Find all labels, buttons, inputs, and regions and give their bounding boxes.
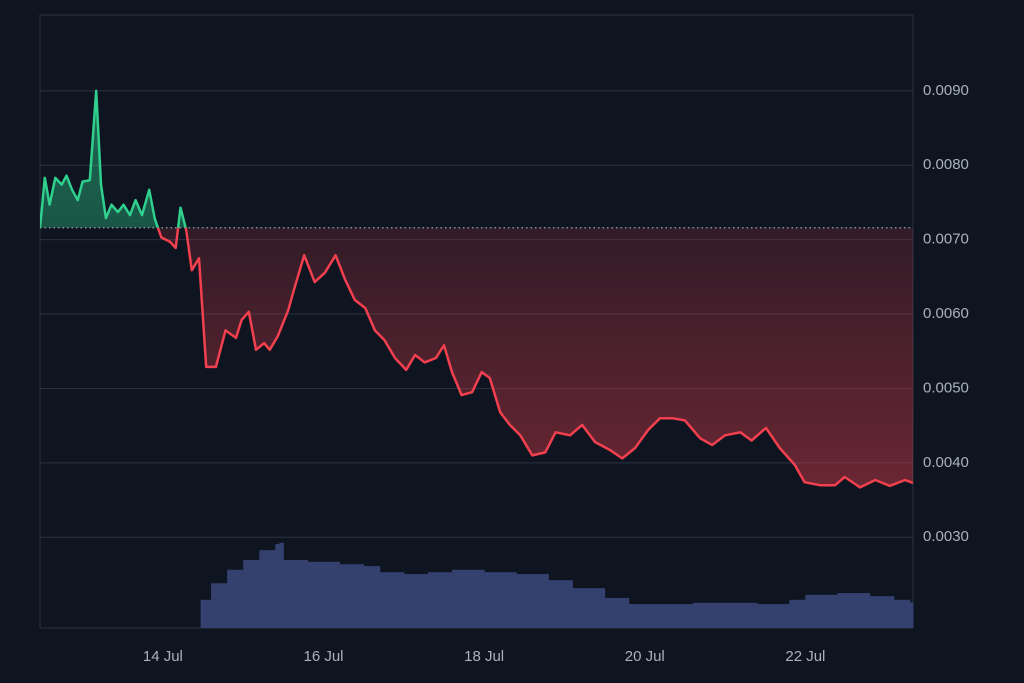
x-tick-label: 20 Jul — [625, 648, 665, 665]
volume-bar — [516, 574, 549, 628]
volume-bar — [279, 542, 284, 628]
volume-bar — [452, 569, 485, 628]
y-tick-label: 0.0090 — [923, 82, 969, 99]
x-tick-label: 22 Jul — [785, 648, 825, 665]
volume-bar — [725, 602, 758, 628]
y-tick-label: 0.0070 — [923, 231, 969, 248]
y-tick-label: 0.0060 — [923, 305, 969, 322]
area-down — [40, 227, 913, 488]
volume-bar — [283, 559, 308, 628]
volume-bar — [805, 594, 839, 628]
volume-bar — [789, 599, 806, 628]
volume-bar — [692, 602, 726, 628]
volume-bar — [227, 569, 244, 628]
volume-bar — [660, 604, 694, 628]
volume-bar — [200, 599, 212, 628]
y-tick-label: 0.0030 — [923, 528, 969, 545]
x-tick-label: 14 Jul — [143, 648, 183, 665]
volume-bar — [869, 596, 895, 628]
volume-bar — [628, 604, 662, 628]
volume-bar — [604, 597, 630, 628]
volume-bar — [275, 544, 280, 628]
volume-bar — [837, 593, 871, 628]
x-tick-label: 18 Jul — [464, 648, 504, 665]
volume-bar — [909, 602, 914, 628]
y-tick-label: 0.0050 — [923, 379, 969, 396]
volume-bar — [484, 572, 517, 628]
volume-bar — [379, 572, 405, 628]
volume-bar — [243, 559, 260, 628]
price-line-down — [40, 227, 913, 489]
y-tick-label: 0.0040 — [923, 454, 969, 471]
price-line-up — [40, 89, 187, 228]
volume-bar — [259, 550, 276, 628]
volume-bar — [427, 572, 453, 628]
y-tick-label: 0.0080 — [923, 156, 969, 173]
volume-bar — [403, 574, 429, 628]
volume-bar — [307, 561, 341, 628]
volume-bar — [893, 599, 911, 628]
volume-bar — [548, 580, 573, 628]
volume-bar — [757, 604, 790, 628]
x-tick-label: 16 Jul — [303, 648, 343, 665]
volume-bar — [572, 588, 606, 628]
volume-bar — [363, 566, 381, 628]
volume-bar — [211, 583, 228, 628]
volume-bar — [339, 564, 365, 628]
